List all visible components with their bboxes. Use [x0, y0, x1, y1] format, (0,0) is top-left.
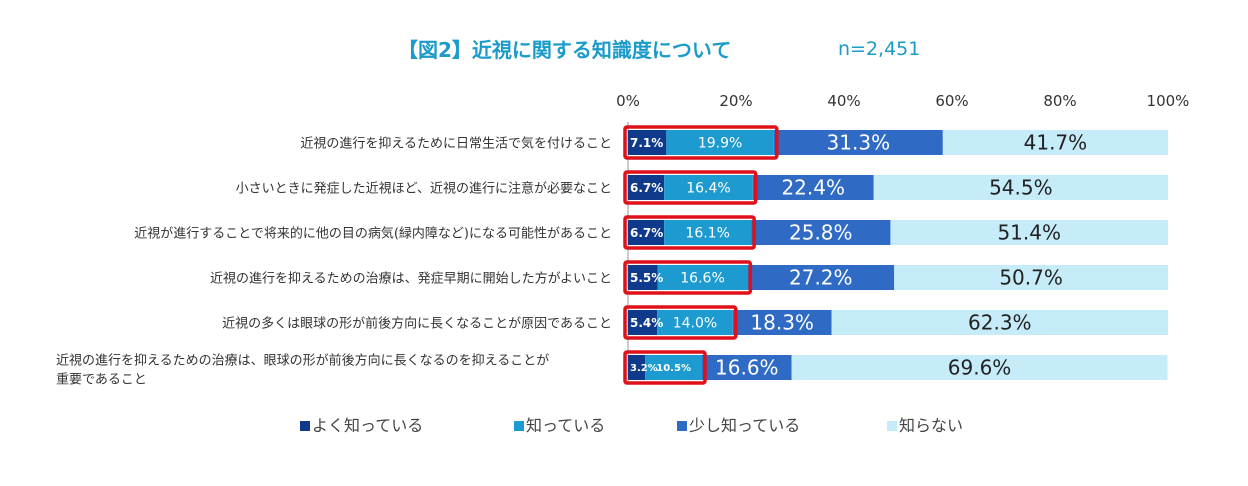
bar-segment — [628, 220, 665, 245]
bar-data-label: 14.0% — [673, 316, 717, 332]
bar-segment — [791, 355, 1168, 380]
bar-data-label: 5.5% — [630, 271, 663, 285]
category-labels: 近視の進行を抑えるために日常生活で気を付けること小さいときに発症した近視ほど、近… — [56, 136, 612, 388]
bar-segment — [628, 310, 658, 335]
legend-swatch — [514, 421, 524, 431]
bar-data-label: 5.4% — [630, 316, 663, 330]
highlight-box — [623, 215, 756, 250]
bar-data-label: 10.5% — [656, 363, 691, 374]
bar-segment — [773, 130, 943, 155]
data-labels: 7.1% 19.9% 31.3% 41.7% 6.7% 16.4% 22.4% 54.5% 6.… — [630, 131, 1087, 380]
highlight-box — [623, 350, 707, 385]
category-label: 近視が進行することで将来的に他の目の病気(緑内障など)になる可能性があること — [134, 226, 612, 242]
legend-swatch — [677, 421, 687, 431]
bar-segment — [664, 175, 753, 200]
bar-segment — [751, 220, 891, 245]
x-tick-label: 0% — [616, 92, 640, 110]
category-label: 近視の進行を抑えるための治療は、発症早期に開始した方がよいこと — [210, 271, 612, 287]
category-label: 重要であること — [56, 372, 147, 388]
highlight-box — [623, 125, 779, 160]
legend-swatch — [300, 421, 310, 431]
bar-data-label: 16.6% — [680, 271, 724, 287]
bar-segment — [645, 355, 702, 380]
bar-data-label: 31.3% — [827, 131, 891, 155]
category-label: 近視の進行を抑えるために日常生活で気を付けること — [300, 136, 612, 152]
bar-segment — [666, 130, 774, 155]
bar-data-label: 62.3% — [968, 311, 1032, 335]
bar-segment — [628, 355, 646, 380]
bar-data-label: 69.6% — [948, 356, 1012, 380]
x-tick-label: 40% — [827, 92, 860, 110]
bar-data-label: 51.4% — [997, 221, 1061, 245]
bar-data-label: 16.4% — [686, 181, 730, 197]
highlight-boxes — [623, 125, 779, 385]
legend-label: 少し知っている — [689, 416, 800, 435]
bar-data-label: 41.7% — [1024, 131, 1088, 155]
x-tick-label: 20% — [719, 92, 752, 110]
bar-data-label: 16.6% — [715, 356, 779, 380]
bar-segment — [628, 130, 667, 155]
bar-segment — [732, 310, 832, 335]
legend: よく知っている 知っている 少し知っている 知らない — [300, 416, 963, 435]
bar-segment — [657, 310, 733, 335]
bar-data-label: 7.1% — [630, 136, 663, 150]
x-tick-label: 80% — [1043, 92, 1076, 110]
category-label: 小さいときに発症した近視ほど、近視の進行に注意が必要なこと — [236, 181, 612, 197]
bar-segment — [890, 220, 1168, 245]
chart-title: 【図2】近視に関する知識度について — [398, 38, 731, 62]
bar-data-label: 6.7% — [630, 181, 663, 195]
bar-segment — [657, 265, 748, 290]
category-label: 近視の進行を抑えるための治療は、眼球の形が前後方向に長くなるのを抑えることが — [56, 353, 549, 369]
bar-segment — [701, 355, 792, 380]
highlight-box — [623, 260, 753, 295]
bar-segment — [664, 220, 752, 245]
category-label: 近視の多くは眼球の形が前後方向に長くなることが原因であること — [222, 316, 612, 332]
bar-data-label: 6.7% — [630, 226, 663, 240]
bar-segment — [628, 265, 658, 290]
bar-data-label: 50.7% — [999, 266, 1063, 290]
bar-data-label: 27.2% — [789, 266, 853, 290]
bar-segment — [628, 175, 665, 200]
chart-subtitle: n=2,451 — [838, 38, 920, 60]
bar-segment — [747, 265, 895, 290]
bar-data-label: 22.4% — [781, 176, 845, 200]
bar-data-label: 54.5% — [989, 176, 1053, 200]
bar-segment — [752, 175, 874, 200]
bar-segment — [873, 175, 1168, 200]
legend-label: 知っている — [526, 416, 605, 435]
x-axis-ticks: 0% 20% 40% 60% 80% 100% — [616, 92, 1189, 110]
bar-segment — [894, 265, 1168, 290]
bar-segment — [942, 130, 1168, 155]
bar-data-label: 16.1% — [685, 226, 729, 242]
bar-data-label: 18.3% — [750, 311, 814, 335]
bar-data-label: 25.8% — [789, 221, 853, 245]
highlight-box — [623, 305, 738, 340]
bar-data-label: 19.9% — [698, 136, 742, 152]
bar-data-label: 3.2% — [630, 363, 658, 374]
legend-label: よく知っている — [312, 416, 423, 435]
x-tick-label: 100% — [1147, 92, 1190, 110]
highlight-box — [623, 170, 758, 205]
x-tick-label: 60% — [935, 92, 968, 110]
bars — [628, 130, 1168, 380]
bar-segment — [831, 310, 1168, 335]
legend-label: 知らない — [899, 416, 963, 435]
legend-swatch — [887, 421, 897, 431]
